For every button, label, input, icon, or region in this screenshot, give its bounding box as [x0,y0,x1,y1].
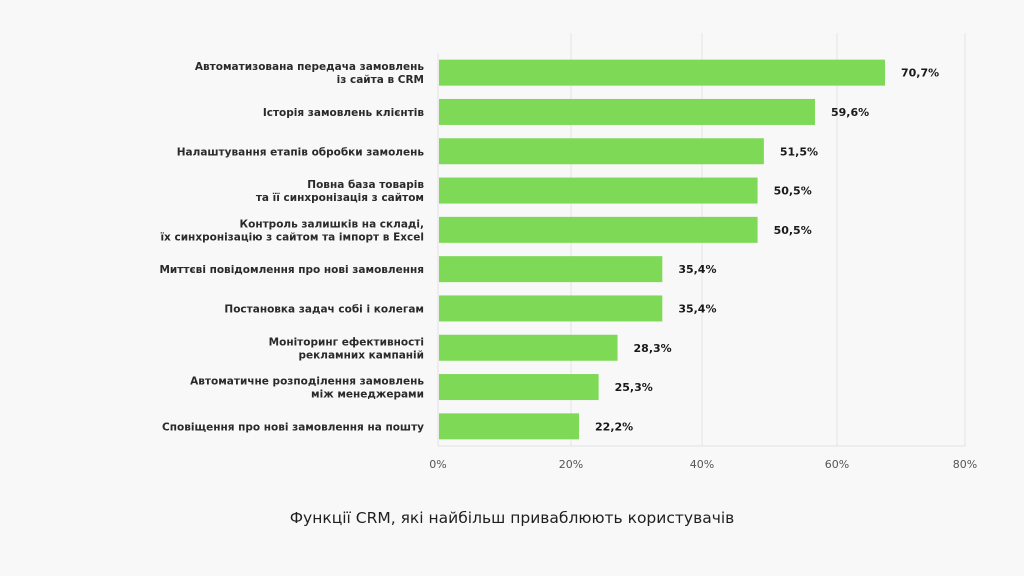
category-label-line: їх синхронізацію з сайтом та імпорт в Ex… [160,231,424,243]
category-label-line: із сайта в CRM [337,74,424,86]
bar [439,295,663,322]
category-label-line: Постановка задач собі і колегам [224,303,424,315]
bar [439,98,815,125]
category-label-line: Повна база товарів [307,179,424,191]
bars [439,59,885,440]
value-label: 51,5% [780,145,818,158]
category-label-line: Контроль залишків на складі, [240,218,424,230]
category-label-line: Історія замовлень клієнтів [263,107,425,119]
category-label: Контроль залишків на складі,їх синхроніз… [160,218,424,243]
value-label: 50,5% [774,185,812,198]
x-tick-label: 60% [825,458,849,471]
category-label-line: рекламних кампаній [298,349,424,361]
bar [439,374,599,401]
bar [439,216,758,243]
bar [439,413,580,440]
category-label: Миттєві повідомлення про нові замовлення [159,264,424,276]
category-label-line: та її синхронізація з сайтом [256,192,424,204]
bar [439,334,618,361]
bar [439,177,758,204]
category-label: Постановка задач собі і колегам [224,303,424,315]
bar [439,138,764,165]
category-label-line: Автоматичне розподілення замовлень [190,376,424,388]
value-label: 70,7% [901,67,939,80]
category-label: Історія замовлень клієнтів [263,107,425,119]
value-label: 28,3% [634,342,672,355]
category-label-line: Миттєві повідомлення про нові замовлення [159,264,424,276]
category-label: Налаштування етапів обробки замолень [177,146,425,158]
value-label: 50,5% [774,224,812,237]
category-label-line: Сповіщення про нові замовлення на пошту [162,421,424,433]
value-label: 22,2% [595,420,633,433]
x-tick-label: 80% [953,458,977,471]
chart-title: Функції CRM, які найбільш приваблюють ко… [289,509,735,527]
category-label-line: між менеджерами [311,389,424,401]
value-label: 35,4% [678,263,716,276]
value-label: 59,6% [831,106,869,119]
value-label: 35,4% [678,302,716,315]
category-label: Сповіщення про нові замовлення на пошту [162,421,424,433]
category-label-line: Автоматизована передача замовлень [195,61,424,73]
value-label: 25,3% [615,381,653,394]
x-axis-ticks: 0% 20% 40% 60% 80% [429,458,977,471]
value-labels: 70,7% 59,6% 51,5% 50,5% 50,5% 35,4% 35,4% 28,3%… [595,67,939,434]
x-tick-label: 20% [559,458,583,471]
bar [439,256,663,283]
category-label-line: Моніторинг ефективності [269,336,424,348]
x-tick-label: 0% [429,458,446,471]
category-label-line: Налаштування етапів обробки замолень [177,146,425,158]
x-tick-label: 40% [690,458,714,471]
bar [439,59,885,86]
